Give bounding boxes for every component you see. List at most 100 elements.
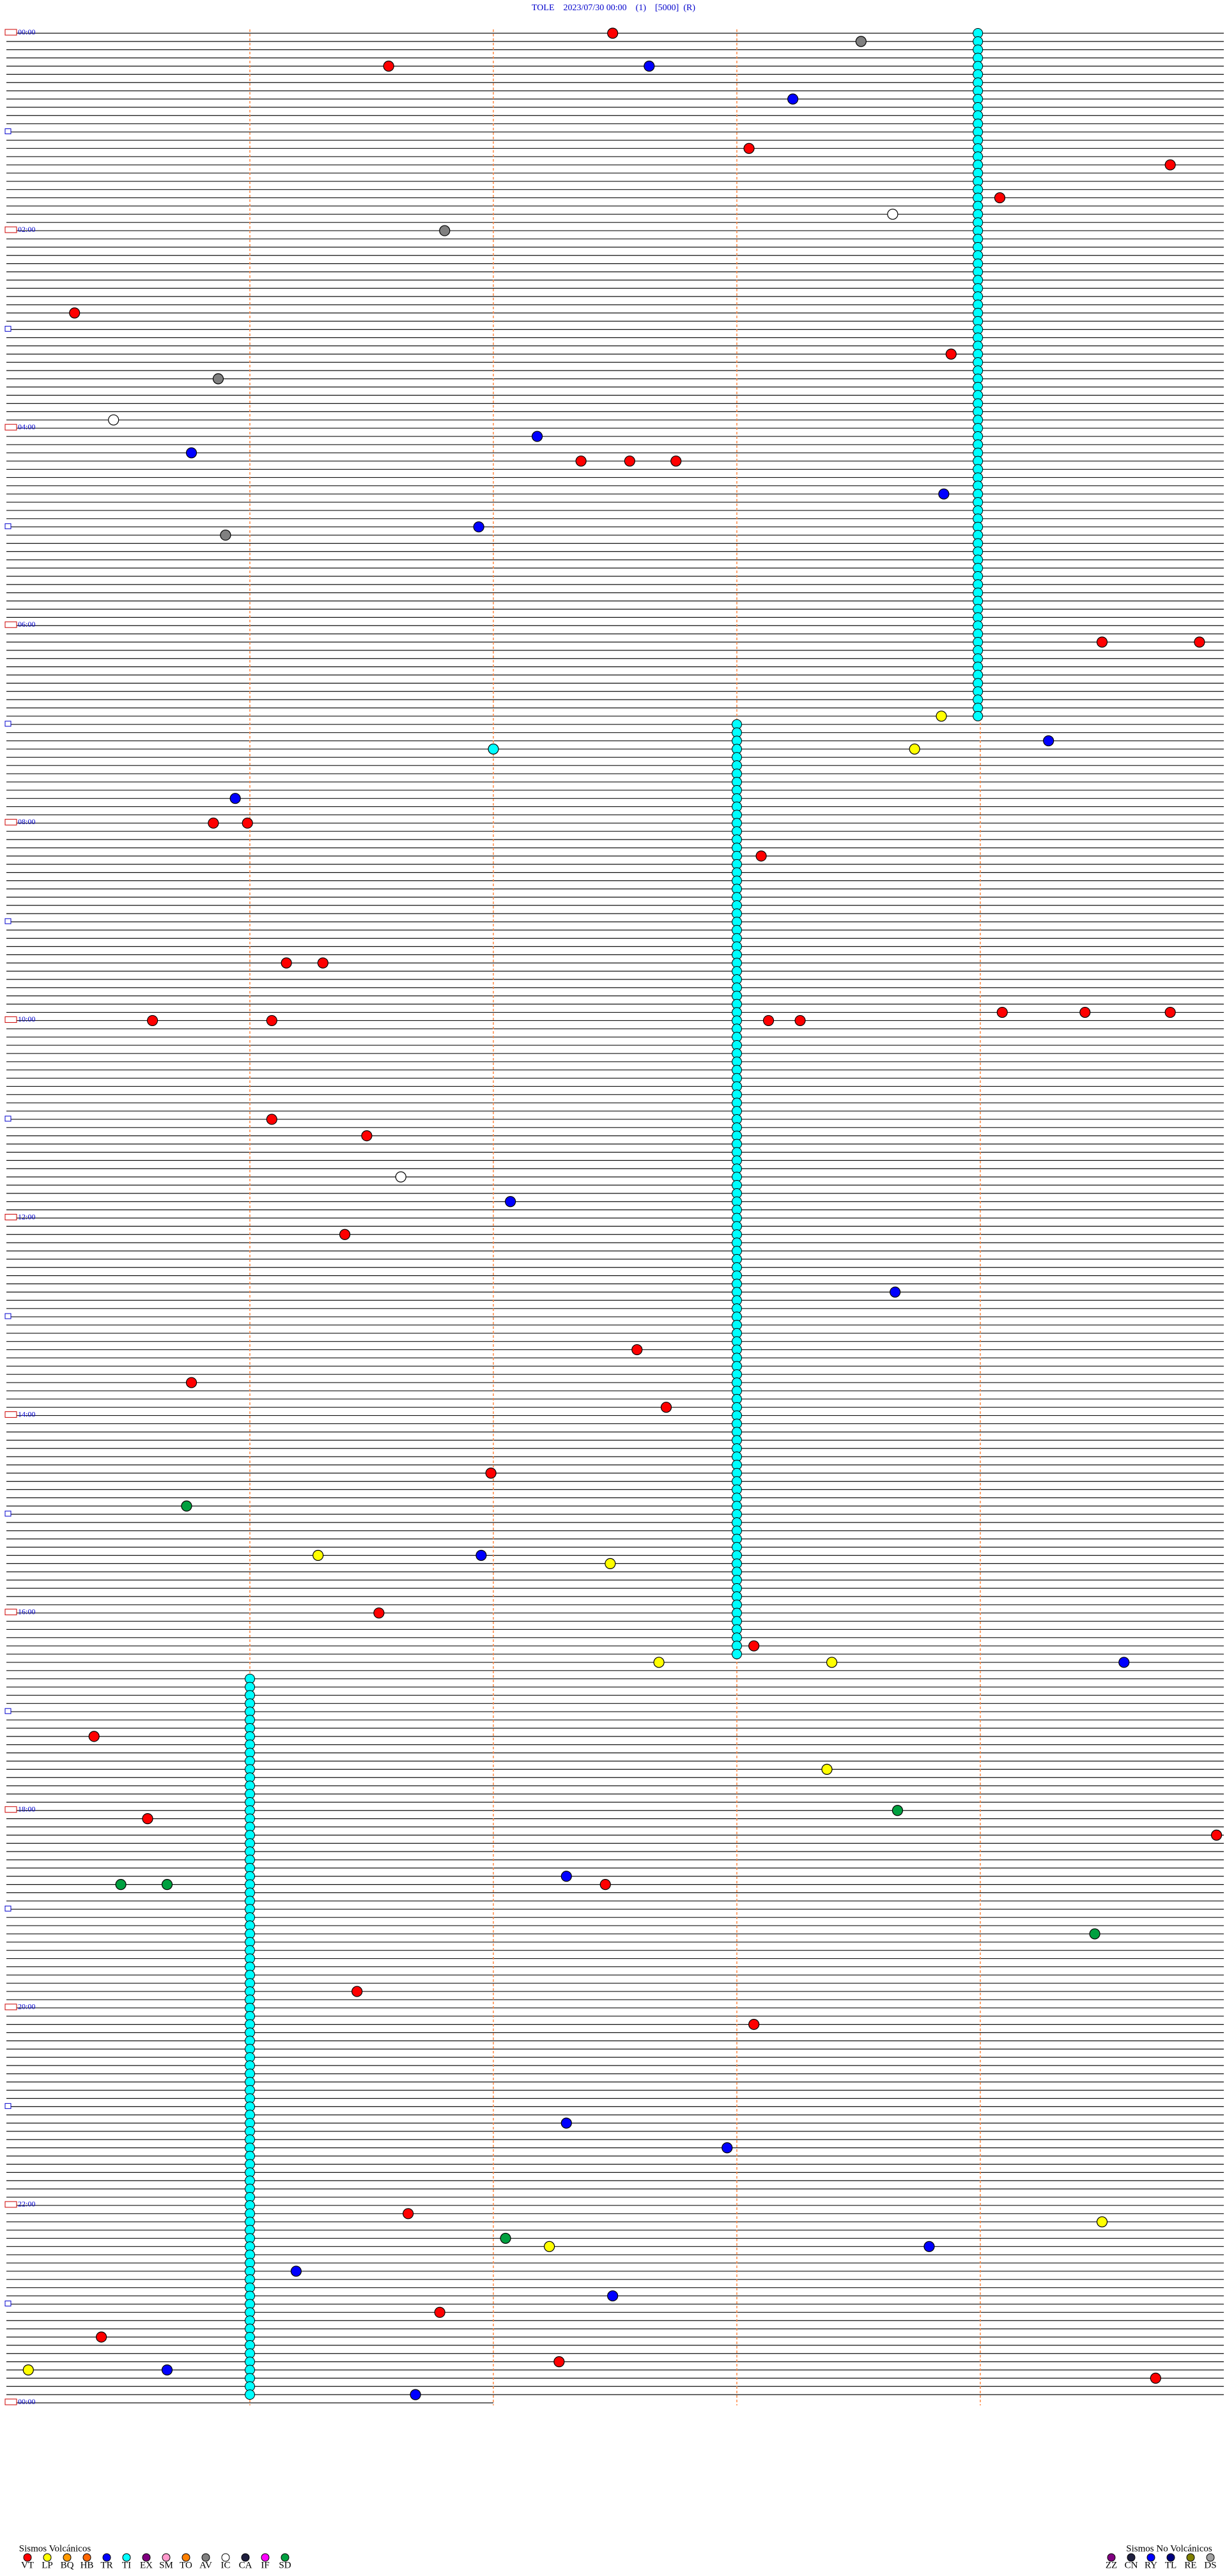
hour-tick xyxy=(4,721,12,727)
traces xyxy=(6,33,1224,2404)
legend-label: LP xyxy=(42,2560,53,2570)
event-marker xyxy=(383,60,394,72)
event-marker xyxy=(890,1286,901,1298)
event-marker xyxy=(1043,735,1054,747)
legend-swatch xyxy=(63,2553,72,2562)
hour-marker xyxy=(4,29,17,36)
event-marker xyxy=(560,2117,572,2129)
event-marker xyxy=(544,2241,555,2252)
hour-tick xyxy=(4,128,12,135)
event-marker xyxy=(220,529,231,541)
event-marker xyxy=(317,957,328,969)
event-marker xyxy=(794,1015,806,1027)
hour-tick xyxy=(4,1313,12,1319)
hour-marker xyxy=(4,2004,17,2011)
event-marker xyxy=(142,1813,153,1825)
legend-swatch xyxy=(1206,2553,1215,2562)
legend-label: BQ xyxy=(61,2560,74,2570)
event-marker xyxy=(351,1986,363,1997)
event-marker xyxy=(185,447,197,459)
event-marker xyxy=(743,142,755,154)
legend-swatch xyxy=(1166,2553,1175,2562)
hour-label: 16:00 xyxy=(18,1607,35,1616)
event-marker xyxy=(395,1171,406,1183)
hour-tick xyxy=(4,1116,12,1122)
event-marker xyxy=(161,2364,173,2376)
hour-marker xyxy=(4,2398,17,2405)
event-marker xyxy=(994,192,1006,204)
legend-title: Sismos Volcánicos xyxy=(19,2543,91,2554)
event-marker xyxy=(887,208,899,220)
legend-swatch xyxy=(241,2553,250,2562)
legend-swatch xyxy=(1107,2553,1116,2562)
legend-label: AV xyxy=(199,2560,212,2570)
hour-tick xyxy=(4,918,12,924)
legend-swatch xyxy=(1146,2553,1155,2562)
legend-swatch xyxy=(102,2553,111,2562)
event-marker xyxy=(826,1657,838,1668)
legend-swatch xyxy=(1127,2553,1136,2562)
tremor-marker xyxy=(732,1649,742,1660)
legend-swatch xyxy=(142,2553,151,2562)
hour-marker xyxy=(4,2201,17,2208)
event-marker xyxy=(531,431,543,442)
event-marker xyxy=(631,1344,643,1356)
hour-label: 20:00 xyxy=(18,2002,35,2011)
event-marker xyxy=(229,793,241,804)
hour-label: 22:00 xyxy=(18,2200,35,2209)
legend-label: EX xyxy=(140,2560,153,2570)
event-marker xyxy=(161,1879,173,1890)
event-marker xyxy=(212,373,224,385)
event-marker xyxy=(95,2331,107,2343)
hour-marker xyxy=(4,1411,17,1418)
event-marker xyxy=(748,2018,760,2030)
legend-label: HB xyxy=(81,2560,94,2570)
legend-swatch xyxy=(201,2553,210,2562)
hour-tick xyxy=(4,326,12,332)
hour-tick xyxy=(4,1510,12,1517)
legend-title: Sismos No Volcánicos xyxy=(1126,2543,1212,2554)
legend-swatch xyxy=(181,2553,190,2562)
event-marker xyxy=(108,414,120,425)
legend-label: TR xyxy=(100,2560,112,2570)
event-marker xyxy=(1118,1657,1130,1668)
legend-label: ZZ xyxy=(1106,2560,1117,2570)
hour-marker xyxy=(4,1016,17,1023)
legend-label: IF xyxy=(261,2560,269,2570)
tremor-marker xyxy=(245,2389,255,2400)
event-marker xyxy=(607,27,619,39)
event-marker xyxy=(266,1015,277,1027)
event-marker xyxy=(909,743,920,755)
event-marker xyxy=(821,1763,833,1775)
event-marker xyxy=(1164,159,1176,171)
chart-title: TOLE 2023/07/30 00:00 (1) [5000] (R) xyxy=(532,3,695,13)
hour-label: 02:00 xyxy=(18,225,35,234)
event-marker xyxy=(1164,1006,1176,1018)
hour-marker xyxy=(4,818,17,825)
event-marker xyxy=(361,1130,373,1142)
event-marker xyxy=(945,348,957,360)
event-marker xyxy=(434,2306,445,2318)
tremor-marker xyxy=(973,710,984,721)
legend-label: TI xyxy=(122,2560,131,2570)
event-marker xyxy=(1210,1829,1223,1841)
event-marker xyxy=(403,2208,414,2220)
event-marker xyxy=(313,1549,324,1561)
event-marker xyxy=(290,2266,302,2277)
legend-swatch xyxy=(281,2553,289,2562)
legend-label: TL xyxy=(1165,2560,1177,2570)
tremor-segment xyxy=(973,28,984,721)
event-marker xyxy=(500,2232,511,2244)
event-marker xyxy=(936,710,947,722)
tremor-segment xyxy=(732,719,742,1660)
hour-marker xyxy=(4,1214,17,1220)
event-marker xyxy=(181,1500,192,1512)
hour-label: 00:00 xyxy=(18,27,35,36)
hour-label: 12:00 xyxy=(18,1212,35,1221)
event-marker xyxy=(607,2290,619,2302)
hour-label: 14:00 xyxy=(18,1409,35,1418)
hour-tick xyxy=(4,523,12,530)
event-marker xyxy=(485,1468,497,1479)
legend-label: CA xyxy=(239,2560,252,2570)
event-marker xyxy=(624,456,635,467)
